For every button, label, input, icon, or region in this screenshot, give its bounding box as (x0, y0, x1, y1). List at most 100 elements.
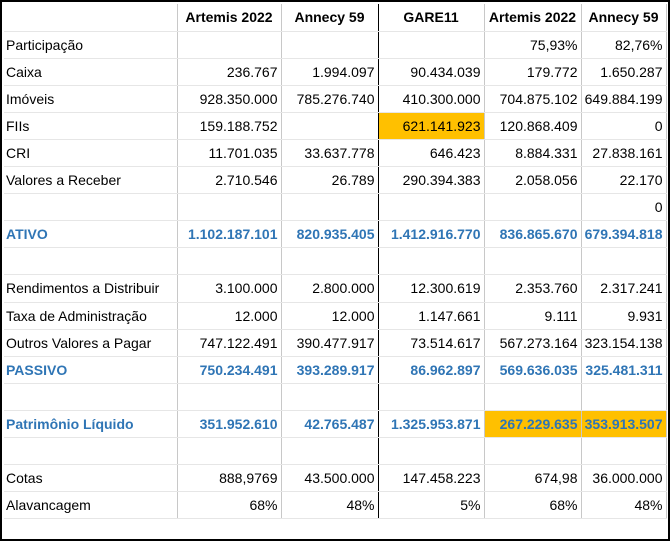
value-cell[interactable]: 26.789 (281, 166, 379, 195)
value-cell[interactable]: 9.931 (581, 302, 667, 330)
value-cell[interactable]: 1.650.287 (581, 58, 667, 86)
row-label[interactable]: PASSIVO (4, 356, 178, 384)
header-corner-cell[interactable] (4, 4, 178, 32)
value-cell[interactable]: 567.273.164 (484, 329, 582, 357)
value-cell[interactable]: 11.701.035 (177, 139, 282, 168)
row-label[interactable]: Taxa de Administração (4, 302, 178, 330)
value-cell[interactable]: 9.111 (484, 302, 582, 330)
value-cell[interactable]: 73.514.617 (378, 329, 485, 357)
row-label[interactable]: ATIVO (4, 220, 178, 249)
value-cell[interactable] (281, 383, 379, 411)
value-cell[interactable] (378, 31, 485, 59)
column-header[interactable]: GARE11 (378, 4, 485, 32)
value-cell[interactable]: 390.477.917 (281, 329, 379, 357)
value-cell[interactable]: 569.636.035 (484, 356, 582, 384)
value-cell[interactable]: 5% (378, 491, 485, 520)
value-cell[interactable] (177, 247, 282, 276)
value-cell[interactable]: 1.147.661 (378, 302, 485, 330)
value-cell[interactable] (281, 112, 379, 140)
column-header[interactable]: Artemis 2022 (484, 4, 582, 32)
row-label[interactable]: Alavancagem (4, 491, 178, 520)
row-label[interactable] (4, 383, 178, 411)
value-cell[interactable]: 704.875.102 (484, 85, 582, 113)
value-cell[interactable] (484, 193, 582, 222)
value-cell[interactable]: 820.935.405 (281, 220, 379, 249)
row-label[interactable]: CRI (4, 139, 178, 168)
value-cell[interactable]: 42.765.487 (281, 410, 379, 439)
value-cell[interactable]: 2.058.056 (484, 166, 582, 195)
value-cell[interactable]: 267.229.635 (484, 410, 582, 439)
value-cell[interactable]: 621.141.923 (378, 112, 485, 140)
value-cell[interactable]: 48% (581, 491, 667, 520)
row-label[interactable]: Outros Valores a Pagar (4, 329, 178, 357)
value-cell[interactable]: 2.710.546 (177, 166, 282, 195)
value-cell[interactable]: 48% (281, 491, 379, 520)
row-label[interactable]: Participação (4, 31, 178, 59)
value-cell[interactable] (484, 437, 582, 466)
value-cell[interactable] (177, 383, 282, 411)
value-cell[interactable]: 236.767 (177, 58, 282, 86)
row-label[interactable] (4, 193, 178, 222)
value-cell[interactable]: 679.394.818 (581, 220, 667, 249)
value-cell[interactable]: 27.838.161 (581, 139, 667, 168)
value-cell[interactable]: 290.394.383 (378, 166, 485, 195)
value-cell[interactable]: 120.868.409 (484, 112, 582, 140)
value-cell[interactable] (281, 31, 379, 59)
value-cell[interactable]: 1.994.097 (281, 58, 379, 86)
value-cell[interactable]: 2.353.760 (484, 274, 582, 303)
value-cell[interactable]: 2.800.000 (281, 274, 379, 303)
row-label[interactable]: Cotas (4, 464, 178, 493)
value-cell[interactable]: 410.300.000 (378, 85, 485, 113)
value-cell[interactable]: 2.317.241 (581, 274, 667, 303)
value-cell[interactable]: 43.500.000 (281, 464, 379, 493)
value-cell[interactable]: 8.884.331 (484, 139, 582, 168)
value-cell[interactable]: 22.170 (581, 166, 667, 195)
value-cell[interactable]: 351.952.610 (177, 410, 282, 439)
row-label[interactable]: Patrimônio Líquido (4, 410, 178, 439)
row-label[interactable]: Caixa (4, 58, 178, 86)
value-cell[interactable]: 353.913.507 (581, 410, 667, 439)
row-label[interactable]: FIIs (4, 112, 178, 140)
value-cell[interactable]: 33.637.778 (281, 139, 379, 168)
value-cell[interactable] (177, 437, 282, 466)
value-cell[interactable]: 325.481.311 (581, 356, 667, 384)
value-cell[interactable]: 68% (177, 491, 282, 520)
column-header[interactable]: Annecy 59 (281, 4, 379, 32)
value-cell[interactable]: 3.100.000 (177, 274, 282, 303)
value-cell[interactable] (281, 437, 379, 466)
value-cell[interactable]: 0 (581, 112, 667, 140)
value-cell[interactable] (177, 193, 282, 222)
value-cell[interactable] (378, 437, 485, 466)
row-label[interactable]: Rendimentos a Distribuir (4, 274, 178, 303)
value-cell[interactable]: 649.884.199 (581, 85, 667, 113)
value-cell[interactable]: 147.458.223 (378, 464, 485, 493)
value-cell[interactable]: 12.300.619 (378, 274, 485, 303)
value-cell[interactable]: 179.772 (484, 58, 582, 86)
value-cell[interactable] (378, 247, 485, 276)
value-cell[interactable]: 646.423 (378, 139, 485, 168)
value-cell[interactable]: 674,98 (484, 464, 582, 493)
value-cell[interactable]: 90.434.039 (378, 58, 485, 86)
value-cell[interactable]: 68% (484, 491, 582, 520)
value-cell[interactable] (281, 193, 379, 222)
value-cell[interactable]: 1.412.916.770 (378, 220, 485, 249)
value-cell[interactable]: 159.188.752 (177, 112, 282, 140)
value-cell[interactable]: 36.000.000 (581, 464, 667, 493)
value-cell[interactable]: 747.122.491 (177, 329, 282, 357)
row-label[interactable] (4, 437, 178, 466)
value-cell[interactable]: 393.289.917 (281, 356, 379, 384)
value-cell[interactable]: 836.865.670 (484, 220, 582, 249)
value-cell[interactable]: 785.276.740 (281, 85, 379, 113)
value-cell[interactable] (378, 193, 485, 222)
value-cell[interactable]: 928.350.000 (177, 85, 282, 113)
column-header[interactable]: Artemis 2022 (177, 4, 282, 32)
value-cell[interactable]: 12.000 (281, 302, 379, 330)
value-cell[interactable] (581, 383, 667, 411)
value-cell[interactable] (177, 31, 282, 59)
value-cell[interactable]: 0 (581, 193, 667, 222)
value-cell[interactable] (281, 247, 379, 276)
value-cell[interactable]: 888,9769 (177, 464, 282, 493)
value-cell[interactable]: 86.962.897 (378, 356, 485, 384)
value-cell[interactable] (378, 383, 485, 411)
row-label[interactable]: Imóveis (4, 85, 178, 113)
